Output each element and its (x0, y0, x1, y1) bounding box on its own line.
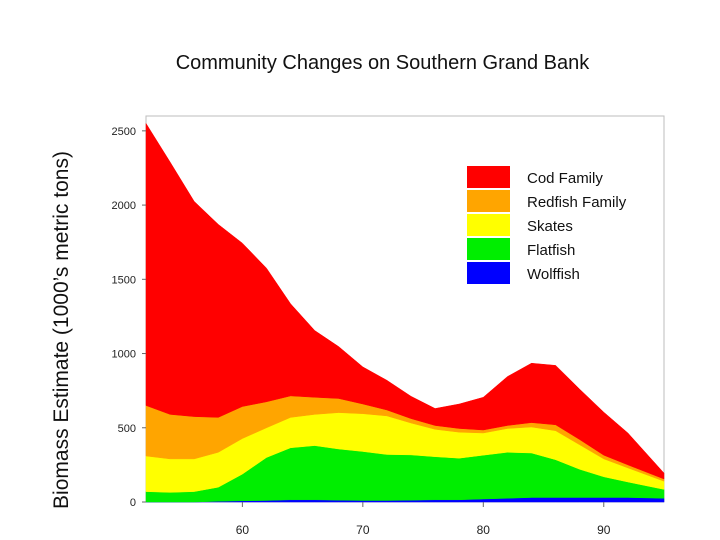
legend-swatch-redfish-family (467, 190, 510, 212)
y-tick-label: 2500 (112, 126, 136, 138)
legend-swatch-wolffish (467, 262, 510, 284)
legend-label-flatfish: Flatfish (527, 242, 575, 259)
legend-label-redfish-family: Redfish Family (527, 194, 627, 211)
legend-label-skates: Skates (527, 218, 573, 235)
legend-swatch-cod-family (467, 166, 510, 188)
x-tick-label: 90 (597, 523, 611, 537)
y-tick-label: 1000 (112, 349, 136, 361)
x-tick-label: 80 (477, 523, 491, 537)
area-cod-family (145, 122, 665, 480)
chart-title: Community Changes on Southern Grand Bank (175, 52, 590, 74)
legend-swatch-flatfish (467, 238, 510, 260)
legend-swatch-skates (467, 214, 510, 236)
y-tick-label: 0 (130, 497, 136, 509)
x-tick-label: 70 (356, 523, 370, 537)
y-tick-label: 500 (118, 423, 136, 435)
y-tick-label: 1500 (112, 274, 136, 286)
legend-label-cod-family: Cod Family (527, 170, 603, 187)
y-tick-label: 2000 (112, 200, 136, 212)
legend-label-wolffish: Wolffish (527, 266, 580, 283)
x-tick-label: 60 (236, 523, 250, 537)
